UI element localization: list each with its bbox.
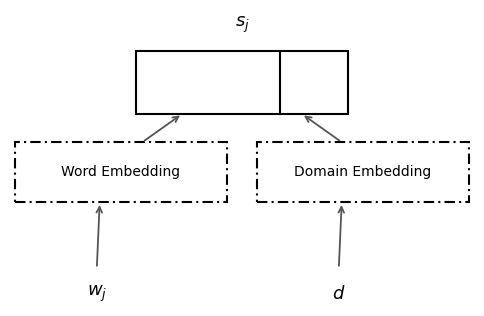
Text: Word Embedding: Word Embedding xyxy=(61,165,181,179)
Bar xyxy=(15,142,227,202)
Text: $w_j$: $w_j$ xyxy=(87,284,107,304)
Bar xyxy=(257,142,469,202)
Bar xyxy=(136,51,348,114)
Text: $d$: $d$ xyxy=(332,285,346,303)
Text: $s_j$: $s_j$ xyxy=(235,15,249,35)
Text: Domain Embedding: Domain Embedding xyxy=(294,165,432,179)
